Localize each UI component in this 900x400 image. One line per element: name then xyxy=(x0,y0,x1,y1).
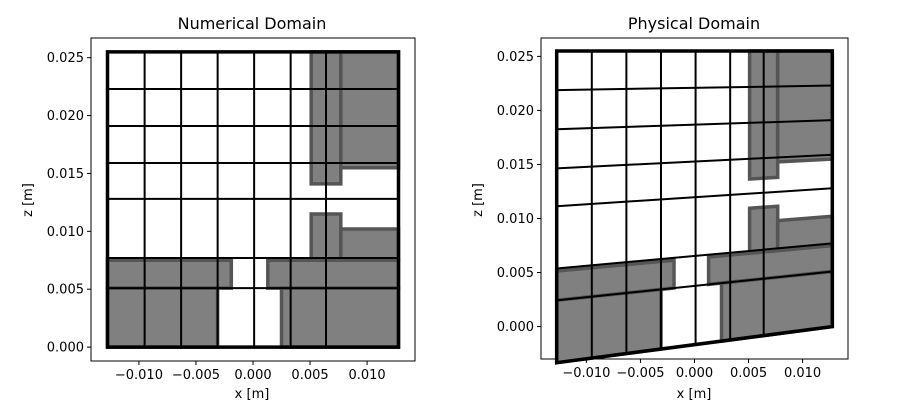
x-tick-label: −0.005 xyxy=(172,368,220,383)
tick-layer: −0.010 −0.005 0.000 0.005 0.010 0.000 0.005 0.0… xyxy=(47,51,386,383)
x-axis-label: x [m] xyxy=(235,387,270,400)
x-tick-label: −0.010 xyxy=(562,366,610,381)
y-tick-label: 0.015 xyxy=(497,158,534,173)
y-tick-label: 0.025 xyxy=(47,51,84,66)
x-axis-label: x [m] xyxy=(677,387,712,400)
mesh-line-z-3 xyxy=(556,187,833,208)
y-tick-label: 0.005 xyxy=(497,266,534,281)
y-tick-label: 0.000 xyxy=(47,341,84,356)
numerical-domain-panel: −0.010 −0.005 0.000 0.005 0.010 0.000 0.005 0.0… xyxy=(21,14,416,400)
x-tick-label: 0.005 xyxy=(730,366,767,381)
y-tick-label: 0.020 xyxy=(497,104,534,119)
tick-layer: −0.010 −0.005 0.000 0.005 0.010 0.000 0.005 0.0… xyxy=(497,50,821,381)
solid-block-2 xyxy=(266,258,401,290)
chart-title: Numerical Domain xyxy=(178,14,327,33)
physical-domain-panel: −0.010 −0.005 0.000 0.005 0.010 0.000 0.005 0.0… xyxy=(471,14,849,400)
mesh-line-z-6 xyxy=(556,84,833,92)
mesh-line-z-5 xyxy=(556,119,833,131)
solid-block-3 xyxy=(279,286,401,349)
solid-block-1 xyxy=(105,286,220,349)
y-tick-label: 0.025 xyxy=(497,50,534,65)
x-tick-label: 0.010 xyxy=(784,366,821,381)
mesh-line-z-2 xyxy=(556,242,833,270)
solid-block-7 xyxy=(775,49,835,164)
x-tick-label: 0.000 xyxy=(676,366,713,381)
chart-title: Physical Domain xyxy=(628,14,760,33)
x-tick-label: −0.005 xyxy=(616,366,664,381)
x-tick-label: −0.010 xyxy=(115,368,163,383)
solid-block-0 xyxy=(105,258,234,290)
solid-block-5 xyxy=(339,227,401,263)
mesh-line-z-4 xyxy=(556,153,833,170)
x-tick-label: 0.000 xyxy=(234,368,271,383)
y-tick-label: 0.020 xyxy=(47,109,84,124)
y-tick-label: 0.010 xyxy=(497,212,534,227)
domain-boundary xyxy=(554,49,835,365)
y-tick-label: 0.000 xyxy=(497,320,534,335)
mesh-line-z-1 xyxy=(556,270,833,302)
x-tick-label: 0.005 xyxy=(291,368,328,383)
y-axis-label: z [m] xyxy=(471,183,486,217)
mesh-layer xyxy=(105,50,401,349)
solid-block-7 xyxy=(339,50,401,170)
mesh-layer xyxy=(554,49,835,365)
y-tick-label: 0.005 xyxy=(47,283,84,298)
y-axis-label: z [m] xyxy=(21,183,36,217)
x-tick-label: 0.010 xyxy=(348,368,385,383)
y-tick-label: 0.010 xyxy=(47,225,84,240)
y-tick-label: 0.015 xyxy=(47,167,84,182)
domain-boundary xyxy=(105,50,401,349)
